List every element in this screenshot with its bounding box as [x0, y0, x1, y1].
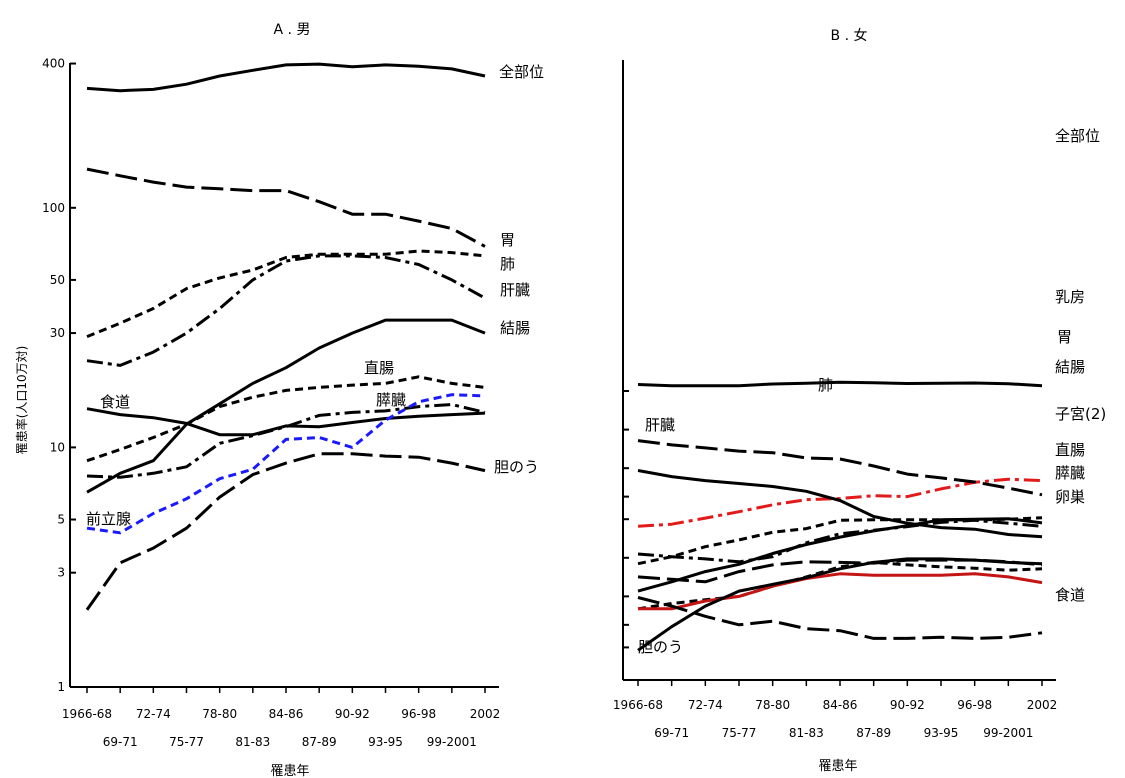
x-tick-label: 69-71: [103, 735, 138, 749]
series-label: 肝臓: [500, 281, 530, 299]
y-tick-label: 3: [57, 566, 65, 580]
x-tick-label: 87-89: [302, 735, 337, 749]
x-tick-label: 75-77: [722, 726, 757, 740]
x-tick-label: 78-80: [202, 707, 237, 721]
series-line-前立腺: [86, 393, 486, 535]
panel-a-ylabel: 罹患率(人口10万対): [14, 346, 29, 455]
x-tick-label: 84-86: [269, 707, 304, 721]
series-line-直腸: [86, 375, 486, 463]
series-label: 膵臓: [1055, 464, 1085, 482]
x-tick-label: 96-98: [957, 698, 992, 712]
series-label: 子宮(2): [1055, 405, 1106, 423]
series-line-卵巣: [638, 572, 1043, 611]
series-label: 全部位: [1055, 127, 1100, 145]
x-tick-label: 72-74: [688, 698, 723, 712]
x-tick-label: 78-80: [755, 698, 790, 712]
series-label: 肝臓: [645, 416, 675, 434]
series-label: 肺: [818, 376, 833, 394]
x-tick-label: 2002: [1027, 698, 1058, 712]
y-tick-label: 100: [42, 201, 65, 215]
x-tick-label: 90-92: [890, 698, 925, 712]
series-line-結腸: [86, 318, 486, 494]
x-tick-label: 93-95: [924, 726, 959, 740]
series-line-肝臓: [637, 518, 1043, 564]
x-tick-label: 93-95: [368, 735, 403, 749]
x-tick-label: 99-2001: [983, 726, 1033, 740]
y-tick-label: 5: [57, 513, 65, 527]
series-label: 食道: [1055, 586, 1085, 604]
series-label: 直腸: [364, 359, 394, 377]
x-tick-label: 99-2001: [427, 735, 477, 749]
x-tick-label: 96-98: [401, 707, 436, 721]
x-tick-label: 2002: [470, 707, 501, 721]
panel-b-title: B . 女: [831, 27, 868, 44]
x-tick-label: 72-74: [136, 707, 171, 721]
series-label: 胃: [500, 231, 515, 249]
x-tick-label: 69-71: [654, 726, 689, 740]
panel-b-plot: 1966-68 72-74 78-80 84-86 90-92 96-98 2002 69-7…: [613, 60, 1106, 740]
x-tick-label: 90-92: [335, 707, 370, 721]
series-line-食道: [637, 596, 1043, 640]
series-label: 食道: [100, 393, 130, 411]
series-line-肺: [86, 249, 486, 338]
x-tick-label: 81-83: [235, 735, 270, 749]
series-line-胃: [86, 167, 486, 248]
series-label: 乳房: [1055, 288, 1085, 306]
x-tick-label: 84-86: [823, 698, 858, 712]
series-line-胆のう: [85, 452, 486, 611]
series-label: 前立腺: [86, 510, 131, 528]
series-line-膵臓: [86, 403, 486, 479]
y-tick-label: 1: [57, 680, 65, 694]
series-line-食道: [86, 407, 486, 437]
series-line-胃: [637, 439, 1043, 497]
x-tick-label: 87-89: [856, 726, 891, 740]
series-label: 全部位: [499, 63, 544, 81]
panel-a-xlabel: 罹患年: [270, 764, 309, 778]
series-label: 胆のう: [638, 638, 683, 656]
series-label: 肺: [500, 255, 515, 273]
series-line-子宮(2): [637, 469, 1043, 539]
series-line-肝臓: [86, 254, 486, 367]
series-line-肺: [637, 516, 1043, 566]
y-tick-label: 30: [50, 326, 65, 340]
series-label: 結腸: [500, 319, 530, 337]
panel-b-xlabel: 罹患年: [818, 759, 857, 774]
panel-a-title: A . 男: [274, 22, 311, 38]
series-label: 胆のう: [494, 458, 539, 476]
series-label: 胃: [1057, 328, 1072, 346]
panel-a-plot: 1 3 5 10 30 50 100 400 1966-68 72-74 78-80 84-86 90-…: [42, 57, 544, 749]
x-tick-label: 1966-68: [62, 707, 112, 721]
series-label: 直腸: [1055, 441, 1085, 459]
series-line-全部位: [637, 380, 1043, 388]
series-label: 卵巣: [1055, 488, 1085, 506]
y-tick-label: 10: [50, 440, 65, 454]
series-line-直腸: [637, 558, 1043, 584]
x-tick-label: 75-77: [169, 735, 204, 749]
x-tick-label: 1966-68: [613, 698, 663, 712]
series-label: 膵臓: [376, 391, 406, 409]
y-tick-label: 400: [42, 57, 65, 71]
series-label: 結腸: [1055, 358, 1085, 376]
x-tick-label: 81-83: [789, 726, 824, 740]
series-line-胆のう: [637, 557, 1043, 652]
series-line-全部位: [86, 62, 486, 93]
y-tick-label: 50: [50, 273, 65, 287]
